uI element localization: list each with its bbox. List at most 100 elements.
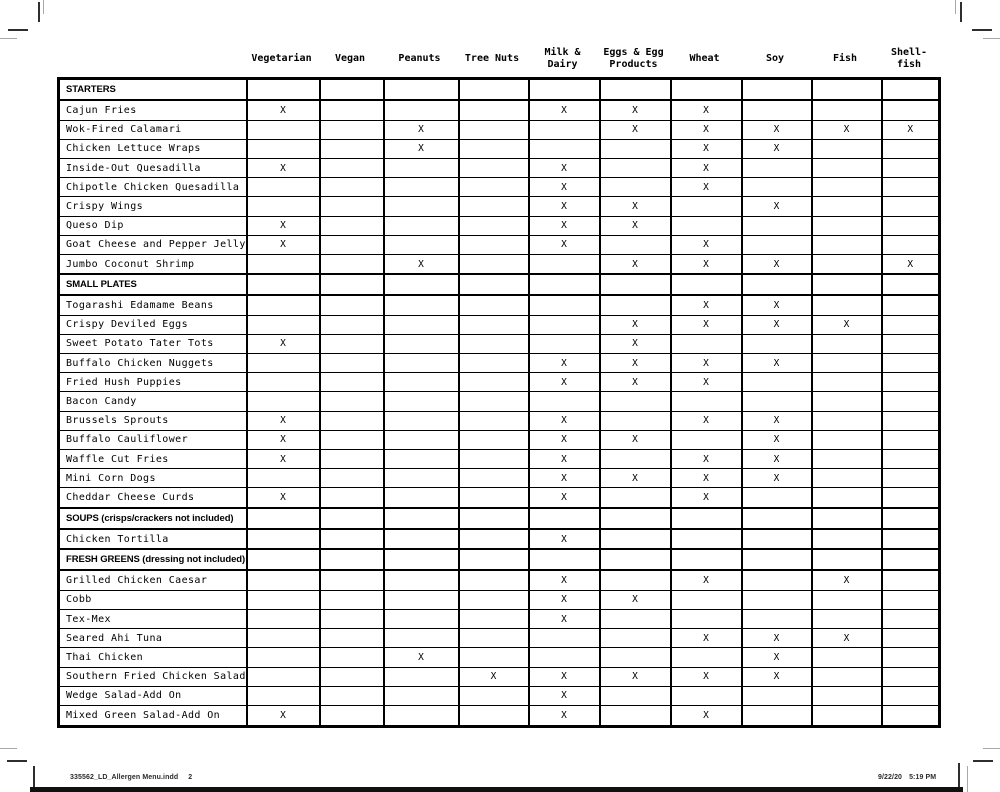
allergen-cell: X	[598, 429, 672, 451]
column-header: Tree Nuts	[464, 52, 520, 64]
item-label: Cheddar Cheese Curds	[57, 487, 248, 509]
allergen-cell: X	[598, 666, 672, 687]
allergen-cell	[245, 196, 321, 217]
allergen-cell	[457, 548, 530, 572]
allergen-cell: X	[669, 119, 743, 140]
allergen-cell: X	[527, 608, 601, 630]
item-label: Goat Cheese and Pepper Jelly	[57, 234, 248, 255]
crop-mark-line	[972, 29, 992, 31]
allergen-cell	[810, 177, 883, 198]
allergen-cell: X	[245, 333, 321, 355]
allergen-cell: X	[740, 429, 813, 451]
allergen-cell	[457, 449, 530, 470]
allergen-cell: X	[245, 449, 321, 470]
allergen-cell	[457, 391, 530, 412]
allergen-cell	[457, 704, 530, 728]
allergen-cell: X	[669, 99, 743, 121]
allergen-cell	[245, 119, 321, 140]
item-label: Chipotle Chicken Quesadilla	[57, 177, 248, 198]
item-label: Jumbo Coconut Shrimp	[57, 253, 248, 275]
allergen-cell	[527, 294, 601, 316]
allergen-cell	[382, 333, 460, 355]
allergen-cell	[880, 589, 941, 610]
allergen-cell	[382, 666, 460, 687]
allergen-cell	[245, 548, 321, 572]
allergen-cell	[669, 548, 743, 572]
allergen-cell	[740, 372, 813, 393]
column-headers: Vegetarian Vegan Peanuts Tree Nuts Milk & Da…	[57, 42, 938, 76]
allergen-cell	[669, 506, 743, 530]
allergen-cell	[457, 138, 530, 159]
allergen-cell	[740, 528, 813, 550]
allergen-cell	[669, 608, 743, 630]
allergen-cell	[457, 353, 530, 374]
allergen-cell	[740, 506, 813, 530]
allergen-cell	[598, 628, 672, 649]
allergen-cell	[457, 628, 530, 649]
allergen-cell: X	[740, 138, 813, 159]
allergen-cell: X	[527, 685, 601, 706]
allergen-cell	[880, 628, 941, 649]
crop-mark-line	[0, 38, 17, 39]
allergen-cell	[740, 215, 813, 236]
allergen-cell	[382, 548, 460, 572]
allergen-cell: X	[740, 449, 813, 470]
allergen-cell	[318, 99, 385, 121]
allergen-cell	[457, 468, 530, 489]
allergen-cell	[880, 569, 941, 591]
column-header: Eggs & Egg Products	[603, 46, 664, 71]
crop-mark-line	[983, 748, 1000, 749]
allergen-cell	[740, 391, 813, 412]
allergen-cell	[880, 506, 941, 530]
allergen-cell	[880, 333, 941, 355]
item-row: Cheddar Cheese Curds X X X	[57, 487, 941, 509]
allergen-cell	[527, 314, 601, 335]
allergen-cell	[880, 666, 941, 687]
allergen-table-body: STARTERS Cajun Fries X X X X Wok-Fired Calamar…	[57, 77, 941, 728]
allergen-cell	[318, 372, 385, 393]
allergen-cell	[880, 608, 941, 630]
allergen-cell	[880, 294, 941, 316]
allergen-cell	[318, 333, 385, 355]
allergen-cell	[810, 589, 883, 610]
column-header: Fish	[832, 52, 858, 64]
item-row: Bacon Candy	[57, 391, 941, 412]
allergen-cell	[382, 685, 460, 706]
section-row: FRESH GREENS (dressing not included)	[57, 548, 941, 572]
allergen-cell	[457, 196, 530, 217]
allergen-cell	[318, 449, 385, 470]
allergen-cell	[810, 273, 883, 297]
allergen-cell	[318, 608, 385, 630]
item-row: Mixed Green Salad-Add On X X X	[57, 704, 941, 728]
allergen-cell	[598, 647, 672, 668]
item-label: Cajun Fries	[57, 99, 248, 121]
item-row: Southern Fried Chicken Salad X X X X X	[57, 666, 941, 687]
allergen-cell	[318, 589, 385, 610]
allergen-cell: X	[669, 138, 743, 159]
allergen-cell	[457, 608, 530, 630]
allergen-cell	[810, 449, 883, 470]
allergen-cell: X	[527, 429, 601, 451]
allergen-cell: X	[598, 468, 672, 489]
allergen-cell	[318, 628, 385, 649]
allergen-cell	[880, 372, 941, 393]
allergen-cell	[880, 410, 941, 431]
item-row: Grilled Chicken Caesar X X X	[57, 569, 941, 591]
allergen-cell	[457, 528, 530, 550]
allergen-cell	[245, 294, 321, 316]
allergen-cell	[598, 177, 672, 198]
allergen-cell	[740, 548, 813, 572]
allergen-cell: X	[810, 314, 883, 335]
allergen-cell	[810, 506, 883, 530]
allergen-cell	[880, 487, 941, 509]
column-header: Vegetarian	[251, 52, 312, 64]
allergen-cell	[245, 353, 321, 374]
item-label: Fried Hush Puppies	[57, 372, 248, 393]
item-row: Chicken Tortilla X	[57, 528, 941, 550]
item-row: Chipotle Chicken Quesadilla X X	[57, 177, 941, 198]
allergen-cell	[318, 353, 385, 374]
allergen-cell: X	[740, 647, 813, 668]
allergen-cell: X	[245, 429, 321, 451]
allergen-cell	[810, 353, 883, 374]
allergen-cell	[669, 685, 743, 706]
